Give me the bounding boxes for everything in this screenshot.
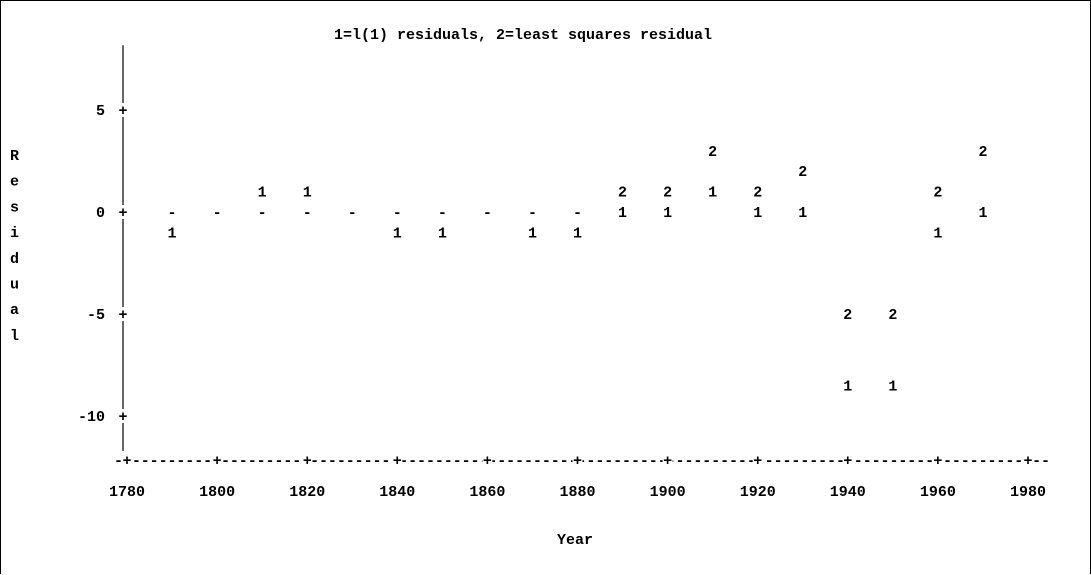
x-tick-label: 1960 <box>920 484 956 501</box>
marker-overlap: - <box>213 205 222 222</box>
x-tick-gap <box>932 454 943 466</box>
y-tick-label: 0 <box>96 205 105 222</box>
marker-2-hidden: - <box>303 205 312 222</box>
x-tick-gap <box>1023 454 1033 466</box>
marker-1: 1 <box>978 205 987 222</box>
y-label-letter: l <box>10 328 19 345</box>
plot-markers: 1 - - 1 - 1 - - 1 - 1 - - 1 - 1 - 1 2 1 2 1 2 1 2 1 2 1 2 1 2 1 2 1 2 <box>168 144 988 396</box>
marker-1: 1 <box>258 185 267 202</box>
x-tick-mark: + <box>663 453 672 470</box>
marker-1: 1 <box>933 225 942 242</box>
marker-1: 1 <box>888 378 897 395</box>
marker-2: 2 <box>933 185 942 202</box>
marker-2-hidden: - <box>573 205 582 222</box>
marker-1: 1 <box>618 205 627 222</box>
y-label-letter: i <box>10 225 19 242</box>
marker-2: 2 <box>978 144 987 161</box>
marker-2: 2 <box>753 185 762 202</box>
x-tick-label: 1980 <box>1010 484 1046 501</box>
x-tick-label: 1860 <box>469 484 505 501</box>
y-tick-label: -10 <box>78 409 105 426</box>
y-label-letter: u <box>10 277 19 294</box>
x-tick-gap <box>752 454 763 466</box>
marker-2: 2 <box>708 144 717 161</box>
marker-2: 2 <box>798 164 807 181</box>
x-axis-label: Year <box>557 532 593 549</box>
y-tick-label: 5 <box>96 103 105 120</box>
y-label-letter: e <box>10 174 19 191</box>
y-tick-mark: + <box>118 307 127 324</box>
marker-1: 1 <box>303 185 312 202</box>
marker-1: 1 <box>393 225 402 242</box>
x-tick-mark: + <box>213 453 222 470</box>
marker-2-hidden: - <box>438 205 447 222</box>
x-tick-mark: + <box>1023 453 1032 470</box>
x-tick-label: 1900 <box>650 484 686 501</box>
y-label-letter: d <box>10 251 19 268</box>
marker-1: 1 <box>573 225 582 242</box>
marker-2-hidden: - <box>528 205 537 222</box>
x-tick-label: 1780 <box>109 484 145 501</box>
x-tick-label: 1920 <box>740 484 776 501</box>
marker-1: 1 <box>798 205 807 222</box>
y-tick-gap <box>122 103 125 117</box>
y-tick-gap <box>122 307 125 321</box>
y-axis: +5 +0 + -5 + -10 <box>78 45 128 451</box>
marker-2: 2 <box>663 185 672 202</box>
marker-2: 2 <box>888 307 897 324</box>
marker-2-hidden: - <box>393 205 402 222</box>
x-tick-label: 1880 <box>559 484 595 501</box>
chart-title: 1=l(1) residuals, 2=least squares residu… <box>334 27 712 44</box>
x-tick-label: 1840 <box>379 484 415 501</box>
y-tick-mark: + <box>118 409 127 426</box>
x-tick-mark: + <box>393 453 402 470</box>
x-tick-gap <box>392 454 403 466</box>
y-tick-gap <box>122 205 125 219</box>
x-tick-label: 1820 <box>289 484 325 501</box>
x-tick-mark: + <box>753 453 762 470</box>
marker-overlap: - <box>348 205 357 222</box>
x-tick-label: 1800 <box>199 484 235 501</box>
marker-1: 1 <box>708 185 717 202</box>
marker-1: 1 <box>438 225 447 242</box>
x-tick-gap <box>842 454 853 466</box>
marker-1: 1 <box>168 225 177 242</box>
marker-1: 1 <box>843 378 852 395</box>
y-tick-gap <box>122 409 125 423</box>
y-label-letter: s <box>10 199 19 216</box>
x-tick-gap <box>572 454 583 466</box>
marker-1: 1 <box>528 225 537 242</box>
y-label-letter: R <box>10 148 19 165</box>
x-tick-gap <box>122 454 132 466</box>
x-tick-gap <box>212 454 223 466</box>
marker-2: 2 <box>618 185 627 202</box>
x-tick-label: 1940 <box>830 484 866 501</box>
x-tick-gap <box>662 454 673 466</box>
y-tick-label: -5 <box>87 307 105 324</box>
marker-1: 1 <box>663 205 672 222</box>
x-tick-gap <box>482 454 493 466</box>
marker-2-hidden: - <box>258 205 267 222</box>
marker-2: 2 <box>843 307 852 324</box>
y-tick-mark: + <box>118 205 127 222</box>
x-tick-mark: + <box>303 453 312 470</box>
y-label-letter: a <box>10 302 19 319</box>
x-tick-gap <box>302 454 313 466</box>
x-tick-mark: + <box>122 453 131 470</box>
marker-overlap: - <box>483 205 492 222</box>
x-tick-mark: + <box>483 453 492 470</box>
marker-2-hidden: - <box>168 205 177 222</box>
x-tick-mark: + <box>933 453 942 470</box>
x-tick-mark: + <box>843 453 852 470</box>
x-axis: - --------- --------- --------- --------- ---… <box>109 453 1050 501</box>
marker-1: 1 <box>753 205 762 222</box>
x-tick-mark: + <box>573 453 582 470</box>
y-tick-mark: + <box>118 103 127 120</box>
